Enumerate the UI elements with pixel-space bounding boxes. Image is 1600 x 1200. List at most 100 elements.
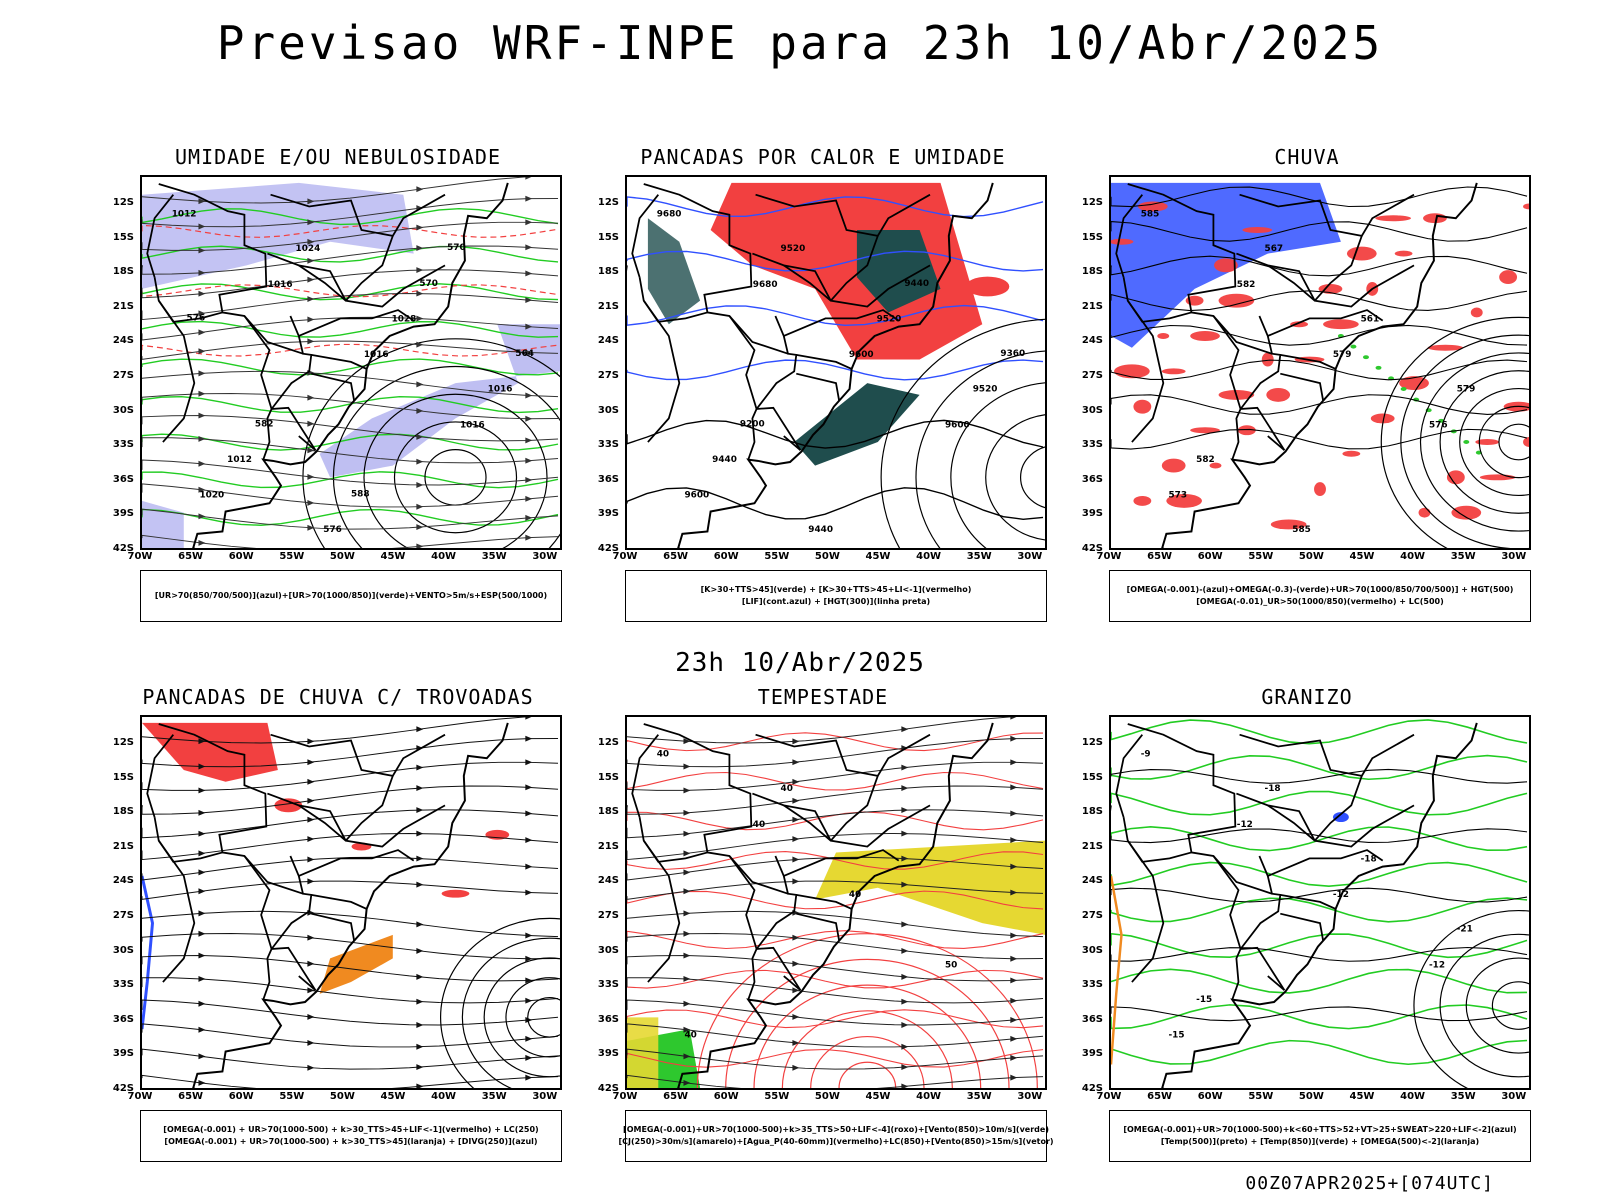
temp850-contour <box>1111 754 1528 781</box>
lif-contour-blue <box>627 304 1044 326</box>
legend-line: [OMEGA(-0.001) + UR>70(1000-500) + k>30_… <box>163 1125 539 1134</box>
longitude-tick-label: 45W <box>380 551 406 562</box>
wind850-vector-arrow <box>901 785 909 792</box>
longitude-tick-label: 30W <box>1501 551 1527 562</box>
legend-box: [K>30+TTS>45](verde) + [K>30+TTS>45+LI<-… <box>625 570 1047 622</box>
wind-vector <box>142 392 559 420</box>
legend-line: [OMEGA(-0.001)-(azul)+OMEGA(-0.3)-(verde… <box>1126 585 1514 594</box>
panel-title: TEMPESTADE <box>757 685 889 709</box>
streamline-250-arrow <box>198 930 206 937</box>
lc850-contour <box>725 958 1010 1088</box>
hgt300-contour <box>915 350 1045 548</box>
latitude-tick-label: 12S <box>1081 737 1103 748</box>
latitude-tick-label: 33S <box>1081 439 1103 451</box>
streamline-250-arrow <box>416 1064 424 1071</box>
latitude-tick-label: 21S <box>597 300 619 312</box>
wind850-vector-arrow <box>1010 1035 1018 1042</box>
hgt300-contour <box>1019 446 1045 509</box>
latitude-tick-label: 39S <box>597 508 619 520</box>
wind-vector-arrow <box>307 420 315 427</box>
latitude-tick-label: 30S <box>597 944 619 956</box>
latitude-tick-label: 42S <box>112 543 134 554</box>
country-border <box>1236 252 1415 308</box>
precip-water-contour <box>627 771 1044 791</box>
streamline-250-arrow <box>525 735 533 742</box>
legend-line: [LIF](cont.azul) + [HGT(300)](linha pret… <box>741 597 931 606</box>
country-border <box>783 849 900 877</box>
wind850-vector <box>627 1023 1044 1048</box>
country-border <box>146 734 174 818</box>
wind-vector-arrow <box>525 244 533 251</box>
streamline-gyre <box>483 957 560 1078</box>
lc850-contour <box>781 1010 953 1088</box>
streamline-250-arrow <box>307 1039 315 1046</box>
precip-water-contour <box>627 732 1044 752</box>
humidity-shade-sw <box>142 500 184 548</box>
wind-vector-arrow <box>525 195 533 202</box>
contour-value-label: 1016 <box>460 420 485 430</box>
hgt500-contour <box>1111 428 1528 450</box>
contour-value-label: -15 <box>1196 995 1212 1005</box>
streamline-250-arrow <box>198 809 206 816</box>
pressure-isobar <box>363 393 548 548</box>
latitude-tick-label: 39S <box>1081 1048 1103 1060</box>
longitude-tick-label: 50W <box>329 1091 355 1102</box>
contour-value-label: 585 <box>1141 210 1160 220</box>
latitude-tick-label: 24S <box>1081 335 1103 347</box>
latitude-tick-label: 15S <box>112 771 134 783</box>
map-panel-trovoadas: PANCADAS DE CHUVA C/ TROVOADAS 12S 15S 18S 2… <box>98 685 578 1170</box>
contour-value-label: 567 <box>1265 244 1284 254</box>
contour-value-label: 582 <box>1196 455 1215 465</box>
contour-value-label: 40 <box>781 784 793 794</box>
latitude-tick-label: 30S <box>1081 404 1103 416</box>
wind-vector-arrow <box>198 513 206 520</box>
hgt500-contour <box>1111 186 1528 208</box>
map-canvas: 585 582 579 576 573 567 561 579 582 585 <box>1111 182 1529 548</box>
wind850-vector-arrow <box>901 726 909 733</box>
country-border <box>270 193 446 237</box>
country-border <box>728 855 758 950</box>
wind850-vector-arrow <box>1010 1017 1018 1023</box>
rain-red-patch <box>1370 413 1395 424</box>
wind850-vector-arrow <box>901 1083 909 1088</box>
wind-vector-arrow <box>525 323 533 330</box>
wind850-vector-arrow <box>792 960 800 967</box>
wind-vector-arrow <box>307 473 315 480</box>
wind-vector <box>142 269 559 299</box>
contour-value-label: 1012 <box>227 455 252 465</box>
latitude-tick-label: 15S <box>597 231 619 243</box>
wind-vector-arrow <box>525 477 533 483</box>
map-frame: 9680 9680 9600 9600 9600 9520 9520 9520 9440 9440… <box>625 175 1047 550</box>
contour-value-label: 1012 <box>172 210 197 220</box>
wind-vector-arrow <box>307 524 315 531</box>
longitude-tick-label: 30W <box>532 1091 558 1102</box>
country-border <box>298 804 347 842</box>
contour-value-label: 9600 <box>945 420 970 430</box>
streamline-250-arrow <box>198 952 206 959</box>
map-canvas: 40 40 40 50 40 40 <box>627 717 1045 1088</box>
temp850-contour <box>1111 826 1528 852</box>
wind850-vector-arrow <box>683 888 691 895</box>
wind-vector <box>142 292 559 321</box>
wind850-vector <box>627 955 1044 982</box>
storm-red-patch <box>274 798 303 813</box>
wind850-vector-arrow <box>683 1053 691 1060</box>
main-title: Previsao WRF-INPE para 23h 10/Abr/2025 <box>216 16 1384 70</box>
panel-title: PANCADAS DE CHUVA C/ TROVOADAS <box>142 685 534 709</box>
temp850-contour <box>1111 861 1528 887</box>
wind-vector <box>142 197 559 228</box>
longitude-tick-label: 65W <box>663 551 689 562</box>
streamline-250-arrow <box>307 797 315 804</box>
contour-value-label: 1016 <box>488 385 513 395</box>
streamline-250-arrow <box>307 738 315 745</box>
contour-value-label: 9600 <box>849 350 874 360</box>
wind-vector-arrow <box>198 412 206 419</box>
wind850-vector-arrow <box>683 910 691 917</box>
country-border <box>747 946 802 1000</box>
streamline-250-arrow <box>416 807 424 814</box>
streamline-250-arrow <box>416 830 424 837</box>
wind850-vector-arrow <box>683 850 691 857</box>
lc850-contour <box>753 984 982 1088</box>
wind850-vector <box>627 1074 1044 1088</box>
contour-value-label: 582 <box>255 419 274 429</box>
